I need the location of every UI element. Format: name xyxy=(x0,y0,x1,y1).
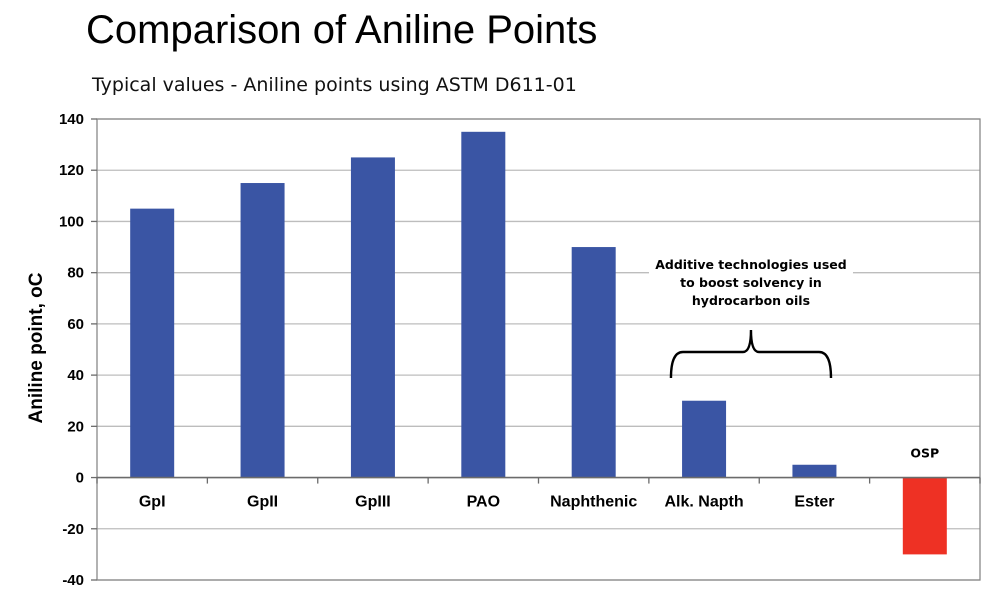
bar xyxy=(461,131,506,478)
bar xyxy=(240,183,285,478)
y-tick-labels: -40 -20 0 20 40 60 80 100 120 140 xyxy=(59,111,84,589)
bar xyxy=(682,400,727,478)
bars xyxy=(130,131,947,555)
y-axis-label: Aniline point, oC xyxy=(26,272,47,423)
y-tick-label: 100 xyxy=(59,213,84,230)
category-label: GpIII xyxy=(355,494,391,511)
y-tick-label: 20 xyxy=(67,418,84,435)
y-tick-label: 0 xyxy=(76,470,84,487)
bar xyxy=(902,477,947,555)
gridlines xyxy=(97,118,980,581)
category-labels: GpI GpII GpIII PAO Naphthenic Alk. Napth Ester xyxy=(139,494,835,511)
category-label: Alk. Napth xyxy=(665,494,744,511)
y-tick-label: -40 xyxy=(62,572,84,589)
annotation-text: to boost solvency in xyxy=(680,275,822,290)
y-tick-label: 120 xyxy=(59,162,84,179)
category-label: PAO xyxy=(467,494,500,511)
bar xyxy=(792,464,837,478)
annotation: Additive technologies used to boost solve… xyxy=(648,250,853,379)
y-tick-label: 40 xyxy=(67,367,84,384)
y-tick-label: 60 xyxy=(67,316,84,333)
annotation-brace xyxy=(669,329,833,379)
axes xyxy=(91,118,981,581)
category-label: Ester xyxy=(794,494,834,511)
bar-value-label: OSP xyxy=(910,446,939,461)
y-tick-label: -20 xyxy=(62,521,84,538)
category-label: GpI xyxy=(139,494,166,511)
plot-border xyxy=(96,118,981,581)
bar xyxy=(571,247,616,478)
bar xyxy=(350,157,395,478)
bar xyxy=(130,208,175,478)
category-label: GpII xyxy=(247,494,278,511)
annotation-background xyxy=(648,250,853,320)
annotation-text: hydrocarbon oils xyxy=(692,293,810,308)
chart-title: Comparison of Aniline Points xyxy=(86,8,598,52)
y-tick-label: 80 xyxy=(67,265,84,282)
category-label: Naphthenic xyxy=(550,494,637,511)
chart-subtitle: Typical values - Aniline points using AS… xyxy=(92,74,577,96)
y-tick-label: 140 xyxy=(59,111,84,128)
value-labels: OSP xyxy=(910,446,939,461)
annotation-text: Additive technologies used xyxy=(655,257,846,272)
